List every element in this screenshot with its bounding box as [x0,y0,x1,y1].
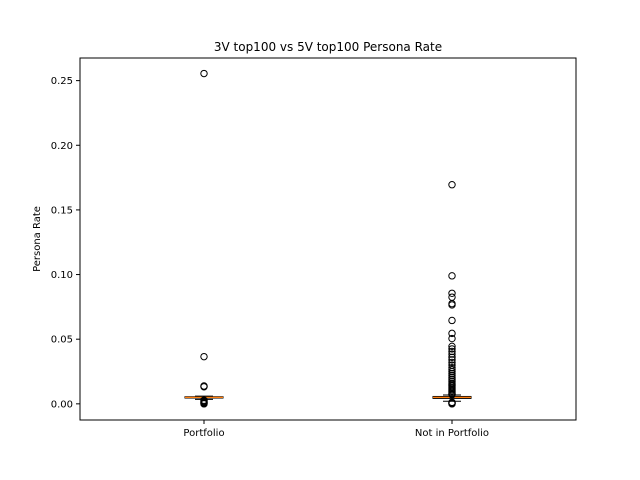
outlier-point [448,363,456,372]
y-tick-label: 0.00 [51,399,73,410]
outlier-point [448,350,456,358]
outlier-point [448,373,456,382]
outlier-point [200,352,208,361]
outlier-point [448,316,456,325]
outlier-point [448,358,456,367]
y-tick-label: 0.15 [51,205,73,216]
outlier-point [448,347,456,356]
axes-frame [79,57,577,421]
outlier-point [448,353,456,361]
outlier-point [448,301,456,309]
y-tick-label: 0.25 [51,76,73,87]
y-tick-label: 0.10 [51,270,73,281]
outlier-point [200,69,208,78]
x-tick-label: Portfolio [183,428,224,439]
plot-area: 0.00 0.05 0.10 0.15 0.20 0.25 Portfolio Not in … [51,69,489,439]
outlier-point [448,345,456,353]
y-tick-label: 0.05 [51,335,73,346]
outlier-point [448,365,456,374]
outlier-point [448,391,456,399]
outlier-point [448,367,456,376]
y-tick-label: 0.20 [51,141,73,152]
outlier-point [448,369,456,378]
outlier-point [448,289,456,297]
outlier-point [448,356,456,364]
outlier-point [448,400,456,408]
chart-title: 3V top100 vs 5V top100 Persona Rate [214,40,442,54]
outlier-point [448,181,456,189]
y-axis-label: Persona Rate [32,206,43,272]
outlier-point [200,383,208,391]
outlier-point [448,371,456,380]
x-tick-label: Not in Portfolio [415,428,489,439]
outlier-point [200,400,208,408]
outlier-point [448,377,456,385]
outlier-point [448,342,456,351]
outlier-point [448,329,456,338]
outlier-point [448,272,456,280]
outlier-point [448,334,456,343]
